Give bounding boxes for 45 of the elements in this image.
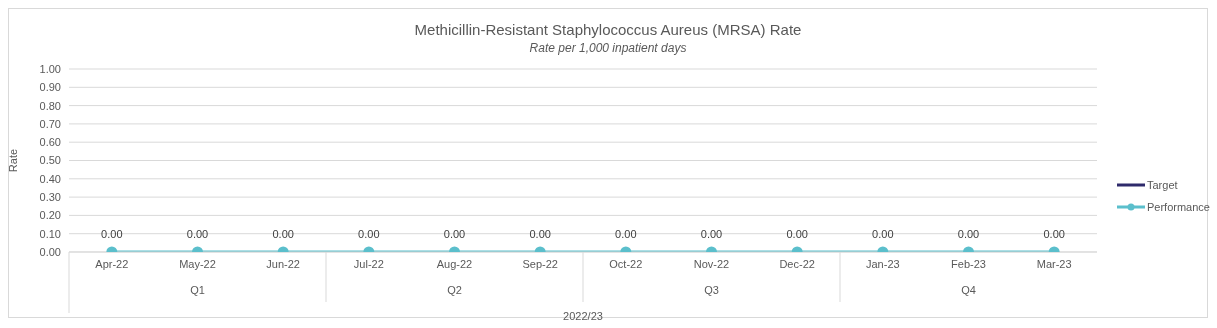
data-label: 0.00 [443, 228, 466, 240]
text: Q2 [446, 284, 463, 296]
x-tick-label: Jun-22 [266, 257, 300, 270]
x-tick-label: Aug-22 [436, 257, 473, 270]
x-tick-label: Apr-22 [95, 257, 129, 270]
data-label: 0.00 [272, 228, 294, 240]
data-label: 0.00 [700, 228, 723, 240]
x-tick-label: Jan-23 [866, 257, 900, 270]
data-label: 0.00 [872, 228, 894, 240]
data-label: 0.00 [957, 228, 980, 240]
y-tick-label: 0.70 [39, 117, 61, 130]
x-tick-label: Mar-23 [1036, 257, 1072, 270]
x-tick-label: Oct-22 [609, 257, 643, 270]
x-tick-label: Sep-22 [522, 257, 558, 270]
data-label: 0.00 [101, 228, 123, 240]
data-label: 0.00 [186, 228, 209, 240]
data-label: 0.00 [615, 228, 637, 240]
text: Q1 [189, 284, 206, 296]
y-tick-label: 0.20 [39, 209, 61, 222]
x-tick-label: Nov-22 [693, 257, 730, 270]
x-tick-label: Feb-23 [951, 257, 986, 270]
data-label: 0.00 [529, 228, 551, 240]
chart-subtitle: Rate per 1,000 inpatient days [528, 41, 688, 55]
x-tick-label: Jul-22 [353, 257, 384, 270]
x-axis-title: 2022/23 [562, 310, 604, 322]
chart-title: Methicillin-Resistant Staphylococcus Aureus (MRSA) Rate [413, 21, 803, 38]
y-tick-label: 0.40 [39, 172, 61, 185]
text: Q3 [703, 284, 720, 296]
y-axis-title: Rate [6, 148, 19, 173]
y-tick-label: 0.80 [39, 99, 61, 112]
data-label: 0.00 [1043, 228, 1065, 240]
legend-label: Target [1147, 179, 1178, 191]
x-tick-label: May-22 [179, 257, 216, 270]
y-tick-label: 0.00 [39, 245, 61, 258]
y-tick-label: 0.10 [39, 227, 61, 240]
data-label: 0.00 [786, 228, 808, 240]
text: Q4 [960, 284, 977, 296]
y-tick-label: 0.30 [39, 191, 61, 204]
data-label: 0.00 [358, 228, 380, 240]
legend-label: Performance [1147, 201, 1210, 213]
y-tick-label: 0.50 [39, 154, 61, 167]
y-tick-label: 0.90 [39, 81, 61, 94]
y-tick-label: 1.00 [39, 62, 61, 75]
x-tick-label: Dec-22 [779, 257, 815, 270]
y-tick-label: 0.60 [39, 136, 61, 149]
